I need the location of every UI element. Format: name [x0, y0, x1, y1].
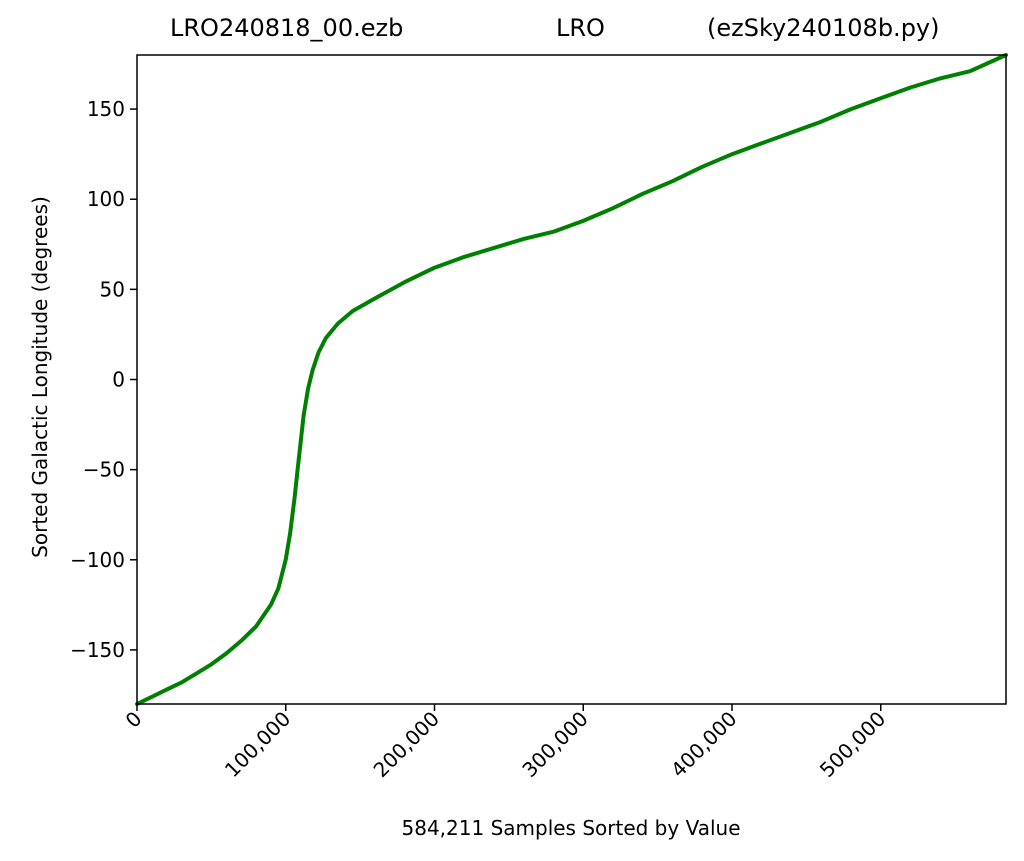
chart-title-file: LRO240818_00.ezb — [170, 14, 404, 42]
chart-title-script: (ezSky240108b.py) — [707, 14, 940, 42]
x-tick-label: 400,000 — [666, 707, 741, 782]
y-tick-label: −150 — [70, 638, 125, 662]
y-tick-label: −50 — [83, 458, 125, 482]
chart-title-station: LRO — [556, 14, 605, 42]
y-tick-label: 100 — [87, 187, 125, 211]
x-tick-label: 200,000 — [369, 707, 444, 782]
x-tick-label: 0 — [121, 707, 147, 733]
y-tick-label: −100 — [70, 548, 125, 572]
series-line-0 — [135, 53, 1008, 706]
x-axis-label: 584,211 Samples Sorted by Value — [401, 816, 741, 840]
y-tick-label: 0 — [112, 368, 125, 392]
y-tick-label: 50 — [100, 277, 125, 301]
x-tick-label: 500,000 — [815, 707, 890, 782]
x-tick-label: 300,000 — [517, 707, 592, 782]
y-tick-label: 150 — [87, 97, 125, 121]
y-axis-label: Sorted Galactic Longitude (degrees) — [28, 196, 52, 558]
x-tick-label: 100,000 — [220, 707, 295, 782]
